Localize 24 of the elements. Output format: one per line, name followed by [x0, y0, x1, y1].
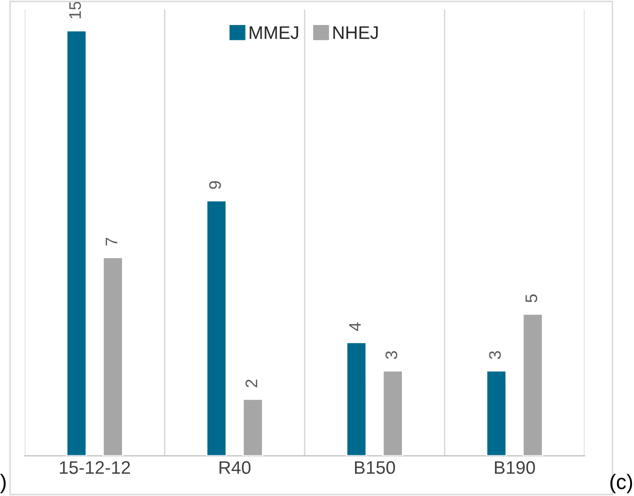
data-label: 15 — [69, 2, 81, 18]
bar — [242, 398, 264, 456]
bar — [206, 200, 227, 456]
bar — [522, 313, 544, 456]
x-tick-label: B150 — [355, 461, 395, 474]
bar — [382, 370, 404, 456]
data-label: 2 — [246, 380, 258, 388]
data-label: 7 — [106, 238, 118, 246]
data-label: 3 — [489, 351, 501, 360]
data-label: 5 — [526, 294, 538, 302]
x-tick-label: 15-12-12 — [60, 461, 130, 474]
legend-label: NHEJ — [333, 26, 378, 40]
bar — [102, 256, 124, 456]
x-tick-label: B190 — [494, 461, 535, 474]
data-label: 4 — [349, 322, 361, 331]
bar — [486, 370, 507, 456]
text: (c) — [610, 474, 632, 494]
bar — [346, 342, 367, 456]
text: ) — [0, 474, 6, 494]
x-tick-label: R40 — [220, 461, 251, 474]
data-label: 3 — [385, 351, 398, 360]
bar — [66, 30, 87, 456]
data-label: 9 — [209, 181, 221, 189]
legend-label: MMEJ — [250, 26, 298, 40]
